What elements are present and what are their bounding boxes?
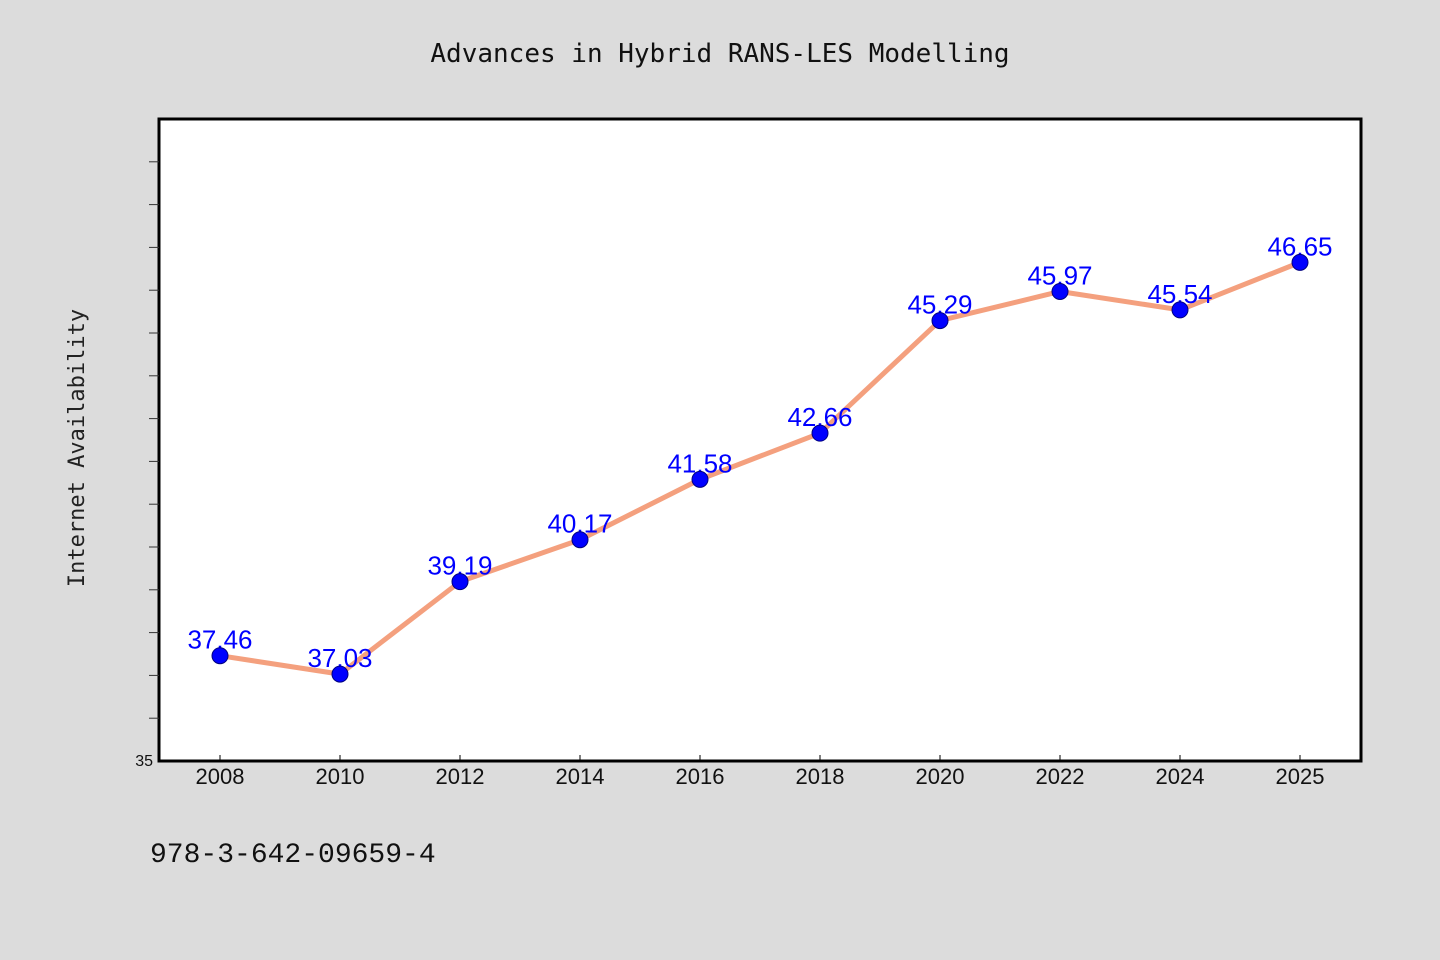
x-tick-label: 2020 <box>916 764 965 789</box>
data-point <box>1171 301 1189 319</box>
isbn-footer: 978-3-642-09659-4 <box>150 840 436 871</box>
data-point <box>571 531 589 549</box>
x-tick-label: 2024 <box>1156 764 1205 789</box>
data-point <box>451 573 469 591</box>
x-tick-label: 2012 <box>436 764 485 789</box>
data-point <box>1051 282 1069 300</box>
y-axis-label: Internet Availability <box>65 309 90 587</box>
x-tick-label: 2010 <box>316 764 365 789</box>
x-tick-label: 2025 <box>1276 764 1325 789</box>
y-tick-label: 35 <box>135 753 153 770</box>
x-tick-label: 2022 <box>1036 764 1085 789</box>
series-line-group <box>217 259 1303 677</box>
x-axis-ticks: 2008 2010 2012 2014 2016 2018 2020 2022 2024 2025 <box>196 755 1325 789</box>
data-point <box>211 647 229 665</box>
x-tick-label: 2008 <box>196 764 245 789</box>
data-point <box>331 665 349 683</box>
chart-title: Advances in Hybrid RANS-LES Modelling <box>430 39 1009 69</box>
x-tick-label: 2016 <box>676 764 725 789</box>
data-point <box>811 424 829 442</box>
plot-area <box>157 117 1363 763</box>
x-tick-label: 2018 <box>796 764 845 789</box>
x-tick-label: 2014 <box>556 764 605 789</box>
data-point <box>931 312 949 330</box>
y-axis-ticks: 35 <box>135 161 159 770</box>
data-point <box>691 470 709 488</box>
data-markers <box>211 253 1309 683</box>
series-line <box>217 259 1303 677</box>
data-point <box>1291 253 1309 271</box>
